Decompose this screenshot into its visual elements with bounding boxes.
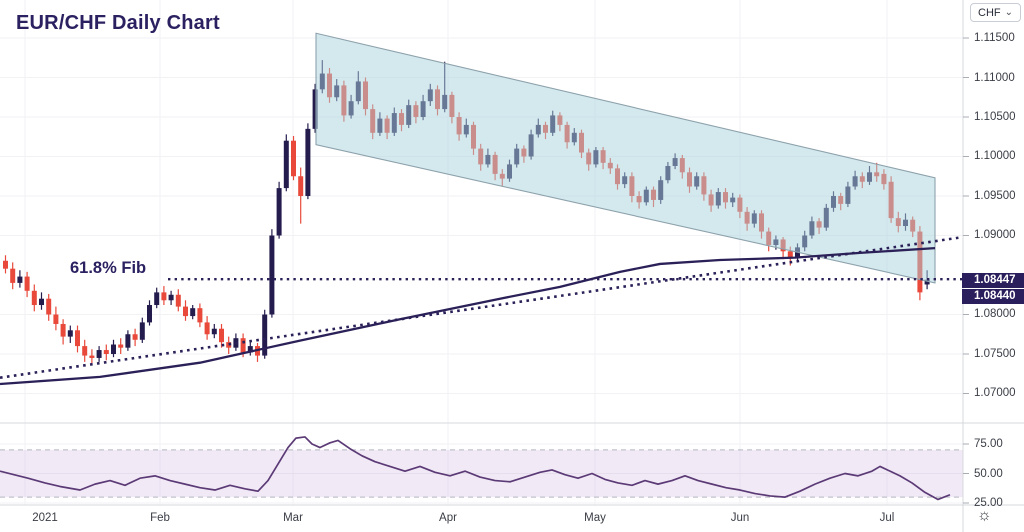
time-axis-label: Jul (879, 512, 895, 524)
candle-down (787, 251, 793, 258)
candle-up (283, 140, 289, 189)
candle-down (60, 323, 66, 337)
candle-down (240, 338, 246, 353)
rsi-axis-label: 75.00 (974, 438, 1003, 450)
candle-down (291, 140, 296, 177)
price-axis-label: 1.09000 (974, 229, 1016, 241)
candle-down (161, 292, 167, 301)
price-axis-label: 1.07000 (974, 387, 1016, 399)
candle-down (3, 260, 8, 269)
chevron-down-icon: ⌄ (1004, 6, 1013, 18)
candle-up (168, 294, 174, 301)
candle-up (125, 334, 131, 348)
candle-down (24, 276, 30, 291)
page-title: EUR/CHF Daily Chart (16, 12, 220, 34)
candle-up (276, 188, 282, 236)
candle-down (31, 290, 37, 306)
time-axis-label: Feb (150, 512, 170, 524)
currency-selector-label: CHF (978, 6, 1001, 19)
time-axis-label: Jun (730, 512, 750, 524)
price-axis-label: 1.10500 (974, 111, 1016, 123)
candle-up (247, 346, 253, 353)
rsi-axis-label: 25.00 (974, 497, 1003, 509)
candle-up (211, 328, 217, 335)
time-axis-label: May (584, 512, 606, 524)
candle-down (219, 328, 224, 343)
candle-up (39, 298, 44, 306)
price-axis-label: 1.11500 (974, 32, 1015, 44)
candle-down (103, 350, 109, 354)
price-axis-label: 1.07500 (974, 347, 1016, 360)
candle-up (262, 314, 268, 356)
candle-down (82, 346, 88, 356)
fib-annotation-label: 61.8% Fib (70, 259, 147, 277)
rsi-band (0, 449, 963, 498)
time-axis-label: Apr (439, 512, 457, 524)
candle-down (183, 306, 188, 317)
candle-down (132, 334, 138, 340)
price-axis-label: 1.08000 (974, 308, 1016, 320)
candle-up (269, 235, 275, 315)
price-axis-label: 1.09500 (974, 189, 1016, 202)
candle-up (147, 305, 152, 323)
candle-up (111, 344, 116, 354)
currency-selector-button[interactable]: CHF ⌄ (970, 3, 1021, 22)
candle-down (298, 176, 304, 196)
candle-down (75, 330, 80, 347)
descending-channel (315, 32, 936, 284)
time-axis-label: Mar (283, 512, 303, 524)
time-axis-label: 2021 (32, 512, 58, 524)
candle-up (312, 89, 318, 129)
last-price-badge: 1.08440 (962, 288, 1024, 304)
candle-down (46, 298, 52, 315)
candle-up (154, 292, 160, 306)
rsi-axis-label: 50.00 (974, 467, 1003, 480)
candle-up (924, 279, 930, 285)
candle-down (118, 344, 124, 348)
price-axis-label: 1.10000 (974, 150, 1016, 162)
candle-down (197, 308, 203, 323)
rsi-line (0, 436, 951, 501)
rising-dotted-trendline (0, 235, 964, 379)
candle-up (190, 308, 196, 317)
candle-down (89, 355, 95, 358)
candle-down (10, 268, 16, 283)
candle-up (96, 350, 102, 358)
moving-average-line (0, 246, 936, 386)
candle-down (204, 322, 210, 335)
candle-up (17, 276, 23, 283)
candle-up (139, 322, 145, 340)
fib-price-badge: 1.08447 (962, 273, 1024, 288)
price-scale-settings-icon[interactable]: ☼ (977, 507, 992, 524)
price-axis-label: 1.11000 (974, 71, 1015, 84)
candle-up (67, 330, 73, 337)
candle-up (305, 128, 311, 196)
candle-down (175, 294, 181, 307)
time-scale[interactable] (0, 505, 963, 532)
candle-down (53, 314, 59, 324)
